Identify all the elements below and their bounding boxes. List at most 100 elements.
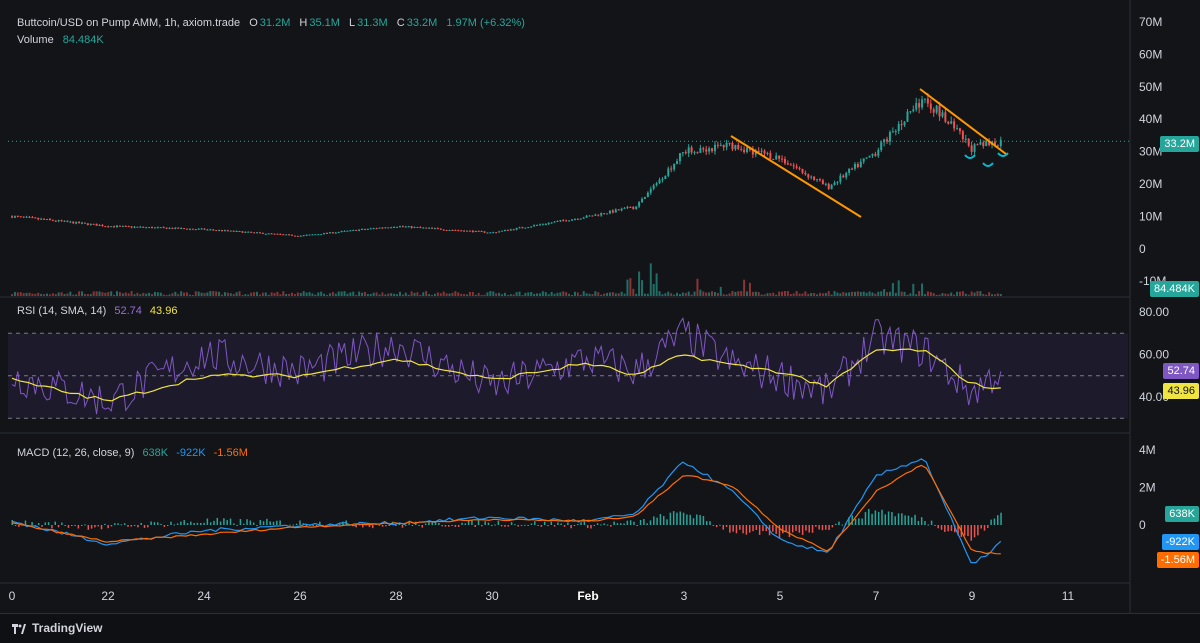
volume-bar	[186, 292, 189, 296]
bounce-marker	[997, 152, 1009, 157]
candle-body	[261, 232, 264, 234]
volume-bar	[337, 291, 340, 296]
candle-body	[396, 226, 399, 228]
volume-bar	[553, 293, 556, 296]
macd-histogram-bar	[765, 525, 768, 532]
candle-body	[629, 206, 632, 208]
volume-bar	[436, 292, 439, 296]
volume-bar	[492, 291, 495, 296]
macd-histogram-bar	[259, 520, 262, 525]
candle-body	[320, 234, 323, 236]
macd-histogram-bar	[729, 525, 731, 533]
volume-bar	[556, 292, 559, 296]
macd-histogram-bar	[649, 520, 652, 525]
volume-bar	[903, 291, 906, 296]
volume-bar	[407, 294, 410, 296]
volume-bar	[582, 291, 585, 296]
volume-bar	[19, 292, 22, 296]
macd-histogram-bar	[811, 525, 814, 533]
candle-body	[816, 179, 819, 181]
candle-body	[956, 128, 959, 130]
volume-bar	[813, 293, 816, 296]
volume-bar	[958, 291, 961, 296]
macd-histogram-bar	[861, 518, 863, 525]
macd-histogram-bar	[494, 524, 496, 526]
volume-bar	[273, 292, 276, 296]
volume-bar	[410, 291, 413, 296]
footer-bar: TradingView	[0, 613, 1200, 643]
time-axis-label: 28	[389, 589, 403, 603]
candle-body	[171, 228, 174, 230]
volume-bar	[110, 291, 113, 296]
macd-histogram-bar	[954, 525, 956, 533]
macd-histogram-bar	[904, 515, 906, 525]
volume-bar	[921, 283, 924, 296]
volume-bar	[241, 294, 244, 296]
low-value: 31.3M	[357, 17, 388, 29]
volume-bar	[719, 286, 722, 296]
volume-bar	[419, 294, 422, 296]
candle-body	[932, 109, 935, 113]
macd-histogram-bar	[530, 523, 533, 525]
macd-histogram-bar	[272, 521, 275, 525]
volume-bar	[996, 293, 999, 296]
macd-histogram-bar	[319, 521, 321, 525]
macd-histogram-bar	[864, 512, 867, 525]
volume-bar	[113, 294, 116, 296]
macd-histogram-bar	[897, 513, 900, 525]
candle-body	[611, 210, 614, 213]
high-value: 35.1M	[309, 17, 340, 29]
candle-body	[72, 221, 75, 224]
macd-histogram-bar	[699, 515, 701, 525]
macd-histogram-bar	[14, 525, 17, 526]
volume-bar	[334, 293, 337, 296]
candle-body	[664, 175, 667, 179]
volume-bar	[483, 294, 486, 296]
volume-bar	[503, 292, 506, 296]
volume-bar	[991, 294, 994, 296]
candle-body	[156, 227, 159, 229]
candle-body	[381, 227, 384, 229]
macd-histogram-bar	[474, 525, 476, 527]
volume-bar	[839, 293, 842, 296]
volume-bar	[331, 291, 334, 296]
volume-bar	[786, 291, 789, 296]
volume-bar	[174, 291, 177, 296]
volume-bar	[792, 293, 795, 296]
volume-bar	[970, 291, 973, 296]
macd-histogram-bar	[534, 521, 536, 525]
candle-body	[702, 148, 705, 150]
volume-bar	[302, 291, 305, 296]
volume-bar	[422, 292, 425, 296]
macd-histogram-bar	[937, 525, 939, 529]
macd-histogram-bar	[722, 525, 725, 530]
macd-histogram-bar	[107, 525, 109, 529]
volume-bar	[702, 291, 705, 296]
candle-body	[95, 223, 98, 226]
candle-body	[483, 231, 486, 233]
candle-body	[145, 227, 148, 229]
macd-histogram-bar	[229, 518, 232, 525]
volume-bar	[757, 292, 760, 296]
volume-bar	[594, 291, 597, 296]
macd-histogram-bar	[117, 523, 119, 525]
macd-histogram-bar	[355, 525, 357, 528]
macd-hist-tag: 638K	[1165, 506, 1199, 522]
macd-histogram-bar	[583, 521, 586, 525]
candle-body	[979, 142, 982, 145]
candle-body	[888, 132, 891, 142]
macd-histogram-bar	[133, 525, 136, 526]
volume-bar	[457, 292, 460, 296]
volume-bar	[375, 292, 378, 296]
volume-bar	[783, 291, 786, 296]
volume-bar	[66, 293, 69, 296]
volume-bar	[384, 294, 387, 296]
candle-body	[961, 131, 964, 140]
volume-bar	[836, 292, 839, 296]
candle-body	[416, 226, 419, 228]
volume-bar	[191, 294, 194, 296]
candle-body	[369, 228, 372, 230]
tradingview-logo[interactable]: TradingView	[12, 621, 102, 635]
volume-bar	[264, 292, 267, 296]
